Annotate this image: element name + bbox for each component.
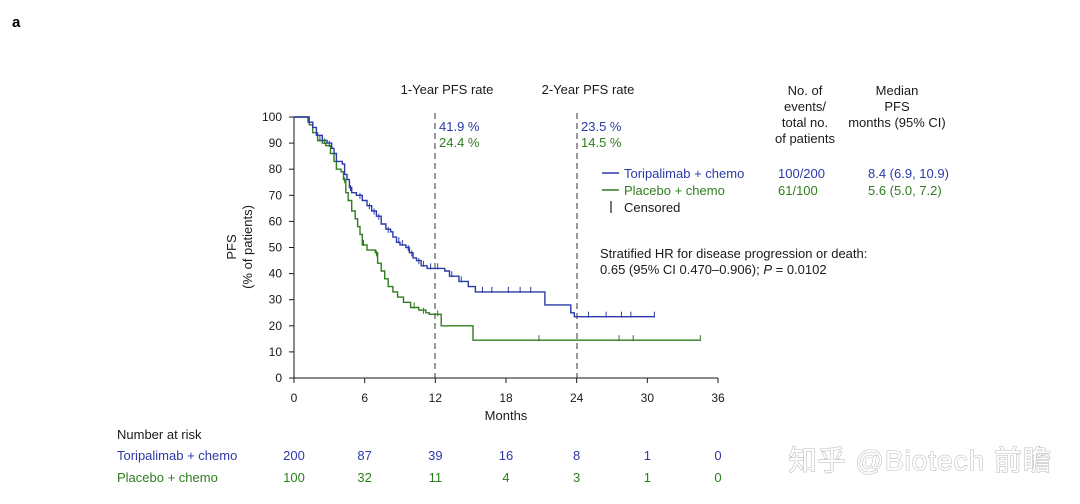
y-axis-ticks: 0 10 20 30 40 50 60 70 80 90 100 bbox=[262, 110, 294, 385]
legend-header-median: Median PFS months (95% CI) bbox=[848, 83, 946, 130]
panel-label: a bbox=[12, 14, 21, 31]
y-tick-label-0: 0 bbox=[275, 371, 282, 385]
risk-row-label-placebo: Placebo + chemo bbox=[117, 470, 218, 485]
x-tick-label-24: 24 bbox=[570, 391, 584, 405]
y-axis-label-line2: (% of patients) bbox=[240, 205, 255, 289]
y-tick-label-10: 10 bbox=[269, 345, 283, 359]
risk-table-values: 200 87 39 16 8 1 0 100 32 11 4 3 1 0 bbox=[283, 448, 721, 485]
risk-value-placebo-18: 4 bbox=[502, 470, 509, 485]
landmark-12m-placebo-rate: 24.4 % bbox=[439, 135, 480, 150]
x-axis-label: Months bbox=[485, 408, 528, 423]
risk-value-placebo-36: 0 bbox=[714, 470, 721, 485]
watermark-text: 知乎 @Biotech 前瞻 bbox=[789, 445, 1052, 476]
risk-value-toripalimab-18: 16 bbox=[499, 448, 513, 463]
legend-header-events-line1: No. of bbox=[788, 83, 823, 98]
risk-value-toripalimab-0: 200 bbox=[283, 448, 305, 463]
hr-annotation-ci: 0.65 (95% CI 0.470–0.906); bbox=[600, 262, 763, 277]
landmark-label-24m: 2-Year PFS rate bbox=[542, 82, 635, 97]
legend-header-events-line4: of patients bbox=[775, 131, 835, 146]
risk-value-placebo-30: 1 bbox=[644, 470, 651, 485]
legend-header-median-line2: PFS bbox=[884, 99, 910, 114]
risk-value-placebo-24: 3 bbox=[573, 470, 580, 485]
y-tick-label-70: 70 bbox=[269, 188, 283, 202]
hr-annotation-p-symbol: P bbox=[763, 262, 772, 277]
landmark-label-12m: 1-Year PFS rate bbox=[401, 82, 494, 97]
hr-annotation-line2: 0.65 (95% CI 0.470–0.906); P = 0.0102 bbox=[600, 262, 827, 277]
x-tick-label-6: 6 bbox=[361, 391, 368, 405]
legend-header-events-line2: events/ bbox=[784, 99, 826, 114]
risk-value-placebo-0: 100 bbox=[283, 470, 305, 485]
legend-header-events-line3: total no. bbox=[782, 115, 828, 130]
x-tick-label-30: 30 bbox=[641, 391, 655, 405]
y-tick-label-80: 80 bbox=[269, 162, 283, 176]
risk-value-toripalimab-12: 39 bbox=[428, 448, 442, 463]
legend-header-events: No. of events/ total no. of patients bbox=[775, 83, 835, 146]
legend-header-median-line3: months (95% CI) bbox=[848, 115, 946, 130]
landmark-24m-toripalimab-rate: 23.5 % bbox=[581, 119, 622, 134]
series-line-toripalimab bbox=[294, 116, 655, 318]
y-tick-label-60: 60 bbox=[269, 214, 283, 228]
y-tick-label-100: 100 bbox=[262, 110, 282, 124]
y-tick-label-90: 90 bbox=[269, 136, 283, 150]
censor-marks-placebo bbox=[324, 138, 701, 342]
censor-marks-toripalimab bbox=[319, 135, 655, 318]
x-axis-ticks: 0 6 12 18 24 30 36 bbox=[291, 378, 725, 405]
y-axis-label-line1: PFS bbox=[224, 234, 239, 260]
legend-label-placebo: Placebo + chemo bbox=[624, 183, 725, 198]
legend-median-placebo: 5.6 (5.0, 7.2) bbox=[868, 183, 942, 198]
x-tick-label-18: 18 bbox=[499, 391, 513, 405]
risk-value-toripalimab-24: 8 bbox=[573, 448, 580, 463]
risk-value-placebo-12: 11 bbox=[429, 470, 443, 485]
landmark-12m-toripalimab-rate: 41.9 % bbox=[439, 119, 480, 134]
risk-value-toripalimab-30: 1 bbox=[644, 448, 651, 463]
legend-events-toripalimab: 100/200 bbox=[778, 166, 825, 181]
y-tick-label-20: 20 bbox=[269, 319, 283, 333]
y-tick-label-30: 30 bbox=[269, 293, 283, 307]
series-line-placebo bbox=[294, 116, 701, 341]
x-tick-label-12: 12 bbox=[429, 391, 443, 405]
risk-value-toripalimab-6: 87 bbox=[357, 448, 371, 463]
risk-value-toripalimab-36: 0 bbox=[714, 448, 721, 463]
risk-row-label-toripalimab: Toripalimab + chemo bbox=[117, 448, 237, 463]
x-tick-label-36: 36 bbox=[711, 391, 725, 405]
legend-median-toripalimab: 8.4 (6.9, 10.9) bbox=[868, 166, 949, 181]
y-tick-label-50: 50 bbox=[269, 241, 283, 255]
x-tick-label-0: 0 bbox=[291, 391, 298, 405]
legend-events-placebo: 61/100 bbox=[778, 183, 818, 198]
risk-table-header: Number at risk bbox=[117, 427, 202, 442]
risk-value-placebo-6: 32 bbox=[357, 470, 371, 485]
legend-label-toripalimab: Toripalimab + chemo bbox=[624, 166, 744, 181]
hr-annotation-p-value: = 0.0102 bbox=[772, 262, 827, 277]
hr-annotation-line1: Stratified HR for disease progression or… bbox=[600, 246, 867, 261]
legend-label-censored: Censored bbox=[624, 200, 680, 215]
y-tick-label-40: 40 bbox=[269, 267, 283, 281]
landmark-24m-placebo-rate: 14.5 % bbox=[581, 135, 622, 150]
legend-header-median-line1: Median bbox=[876, 83, 919, 98]
